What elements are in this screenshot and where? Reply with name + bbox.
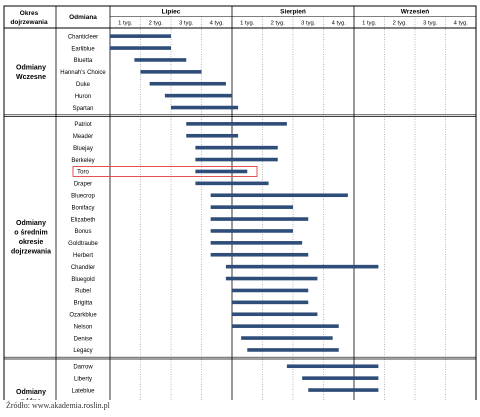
variety-name-darrow: Darrow [73, 364, 93, 370]
variety-name-duke: Duke [76, 82, 91, 88]
ripening-bar-liberty [302, 376, 379, 380]
variety-name-toro: Toro [77, 170, 89, 176]
variety-name-rubel: Rubel [75, 289, 91, 295]
highlight-layer [72, 165, 258, 177]
variety-name-herbert: Herbert [73, 253, 93, 259]
week-label: 2 tyg. [149, 21, 164, 27]
group-label-odmiany-wczesne: Wczesne [16, 74, 46, 81]
source-note: Źródło: www.akademia.roslin.pl [6, 401, 110, 410]
ripening-bar-bluetta [134, 58, 187, 62]
ripening-bar-hannah-s-choice [140, 70, 202, 74]
ripening-bar-elizabeth [210, 217, 309, 221]
ripening-bar-herbert [210, 252, 309, 257]
variety-name-bluetta: Bluetta [74, 58, 93, 64]
chart-frame [3, 5, 477, 400]
month-headers: Lipiec Sierpień Wrzesień [162, 9, 430, 16]
variety-name-liberty: Liberty [74, 376, 92, 382]
variety-name-bonifacy: Bonifacy [71, 205, 94, 211]
ripening-bar-goldtraube [210, 241, 303, 245]
month-label-lipiec: Lipiec [162, 9, 181, 16]
variety-name-nelson: Nelson [74, 324, 93, 330]
group-label-odmiany-o-srednim-okresie-dojrzewania: okresie [19, 239, 44, 246]
group-labels: Odmiany Wczesne Odmiany o średnim okresie doj… [11, 65, 51, 400]
period-column-header-line-2: dojrzewania [10, 19, 48, 26]
variety-name-elizabeth: Elizabeth [71, 217, 96, 223]
ripening-bar-denise [241, 336, 333, 340]
month-label-sierpien: Sierpień [280, 9, 306, 16]
week-label: 3 tyg. [301, 21, 316, 27]
variety-name-bluecrop: Bluecrop [71, 193, 95, 199]
variety-name-lateblue: Lateblue [71, 388, 95, 394]
variety-name-goldtraube: Goldtraube [68, 241, 98, 247]
week-label: 1 tyg. [240, 21, 255, 27]
ripening-bar-chanticleer [110, 34, 171, 38]
variety-name-earliblue: Earliblue [71, 46, 95, 52]
variety-name-draper: Draper [74, 182, 92, 188]
week-label: 1 tyg. [118, 21, 133, 27]
group-label-odmiany-pozne: Odmiany [16, 389, 46, 396]
variety-name-huron: Huron [75, 94, 91, 100]
ripening-bar-duke [149, 81, 226, 86]
week-label: 3 tyg. [179, 21, 194, 27]
variety-name-berkeley: Berkeley [71, 158, 94, 164]
ripening-bar-bonus [210, 229, 293, 233]
variety-name-hannah-s-choice: Hannah's Choice [60, 70, 106, 76]
week-label: 2 tyg. [271, 21, 286, 27]
variety-name-bonus: Bonus [74, 229, 91, 235]
week-label: 2 tyg. [393, 21, 408, 27]
ripening-bar-ozarkblue [232, 312, 318, 317]
ripening-bar-bluejay [195, 145, 278, 150]
week-headers: 1 tyg. 2 tyg. 3 tyg. 4 tyg. 1 tyg. 2 tyg. 3 ty… [118, 21, 468, 27]
variety-name-chandler: Chandler [71, 265, 95, 271]
ripening-bar-toro [195, 169, 248, 174]
group-label-odmiany-o-srednim-okresie-dojrzewania: o średnim [14, 230, 47, 237]
ripening-bar-bonifacy [210, 205, 293, 209]
week-label: 4 tyg. [454, 21, 469, 27]
variety-name-brigitta: Brigitta [74, 301, 93, 307]
ripening-bar-earliblue [110, 46, 171, 50]
variety-name-ozarkblue: Ozarkblue [69, 312, 97, 318]
ripening-bar-brigitta [232, 300, 309, 305]
week-label: 3 tyg. [423, 21, 438, 27]
variety-name-meader: Meader [73, 134, 93, 140]
variety-name-chanticleer: Chanticleer [68, 34, 98, 40]
variety-names: Chanticleer Earliblue Bluetta Hannah's Choi… [60, 34, 106, 394]
ripening-bar-bluegold [225, 276, 318, 281]
ripening-bar-rubel [232, 288, 309, 293]
ripening-bar-lateblue [308, 388, 379, 392]
group-label-odmiany-pozne: późne [21, 398, 41, 400]
month-label-wrzesien: Wrzesień [401, 9, 429, 16]
chart-header: Okres dojrzewania Odmiana [10, 10, 97, 26]
period-column-header-line-1: Okres [20, 10, 39, 17]
ripening-bar-draper [195, 181, 269, 186]
variety-column-header: Odmiana [69, 14, 97, 21]
ripening-bar-chandler [225, 264, 379, 269]
ripening-bar-nelson [232, 324, 339, 328]
ripening-bar-huron [164, 93, 232, 98]
variety-name-legacy: Legacy [73, 348, 92, 354]
highlight-box-toro [72, 165, 258, 177]
ripening-bar-spartan [171, 105, 239, 110]
ripening-bar-meader [186, 133, 239, 138]
variety-name-spartan: Spartan [72, 106, 93, 112]
week-label: 1 tyg. [362, 21, 377, 27]
ripening-bar-patriot [186, 122, 287, 126]
ripening-bar-bluecrop [210, 193, 348, 198]
variety-name-denise: Denise [74, 336, 93, 342]
ripening-bar-berkeley [195, 157, 278, 162]
ripening-bars [110, 34, 379, 392]
ripening-gantt-chart: Okres dojrzewania Odmiana Lipiec Sierpień… [3, 5, 477, 400]
variety-name-patriot: Patriot [74, 122, 92, 128]
week-label: 4 tyg. [332, 21, 347, 27]
group-label-odmiany-o-srednim-okresie-dojrzewania: Odmiany [16, 220, 46, 227]
group-label-odmiany-o-srednim-okresie-dojrzewania: dojrzewania [11, 249, 51, 256]
variety-name-bluegold: Bluegold [71, 277, 94, 283]
variety-name-bluejay: Bluejay [73, 146, 93, 152]
ripening-bar-darrow [286, 364, 379, 369]
ripening-bar-legacy [247, 348, 339, 352]
week-label: 4 tyg. [210, 21, 225, 27]
group-label-odmiany-wczesne: Odmiany [16, 65, 46, 72]
